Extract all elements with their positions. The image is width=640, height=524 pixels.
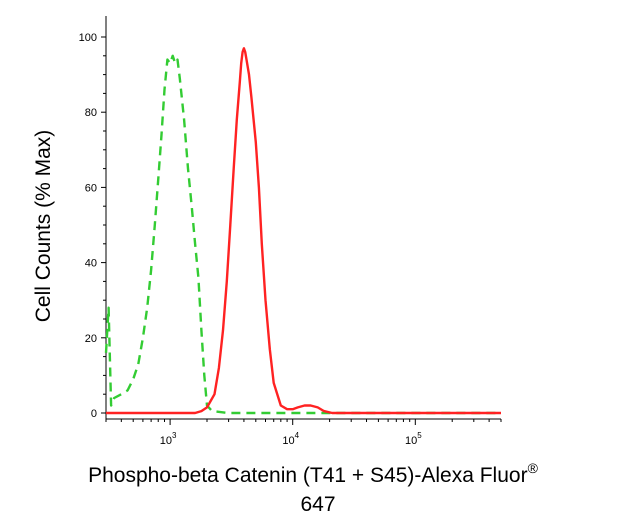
x-tick-label-exponent: 4 [295, 431, 300, 440]
y-axis: 0 20 40 60 80 100 [79, 32, 106, 420]
y-tick-label: 80 [85, 107, 97, 119]
x-axis-title-main: Phospho-beta Catenin (T41 + S45)-Alexa F… [88, 464, 528, 487]
x-axis-title-line2: 647 [300, 493, 335, 516]
x-tick-label-base: 10 [405, 435, 417, 447]
stained-histogram-line [106, 47, 501, 415]
x-tick-label-exponent: 5 [417, 431, 422, 440]
x-tick-label-base: 10 [282, 435, 294, 447]
x-tick-label-base: 10 [160, 435, 172, 447]
control-histogram-line [104, 54, 501, 415]
x-tick-label: 105 [405, 431, 422, 447]
x-tick-label: 104 [282, 431, 299, 447]
y-tick-label: 20 [85, 333, 97, 345]
y-tick-label: 0 [91, 408, 97, 420]
y-axis-title: Cell Counts (% Max) [32, 130, 55, 323]
y-tick-label: 60 [85, 182, 97, 194]
x-axis-title: Phospho-beta Catenin (T41 + S45)-Alexa F… [88, 460, 539, 487]
x-tick-label-exponent: 3 [172, 431, 177, 440]
series-layer [104, 47, 501, 415]
x-axis-title-registered-mark: ® [528, 460, 539, 476]
y-tick-label: 100 [79, 32, 97, 44]
x-tick-label: 103 [160, 431, 177, 447]
x-axis: 103 104 105 [105, 419, 502, 447]
y-tick-label: 40 [85, 258, 97, 270]
